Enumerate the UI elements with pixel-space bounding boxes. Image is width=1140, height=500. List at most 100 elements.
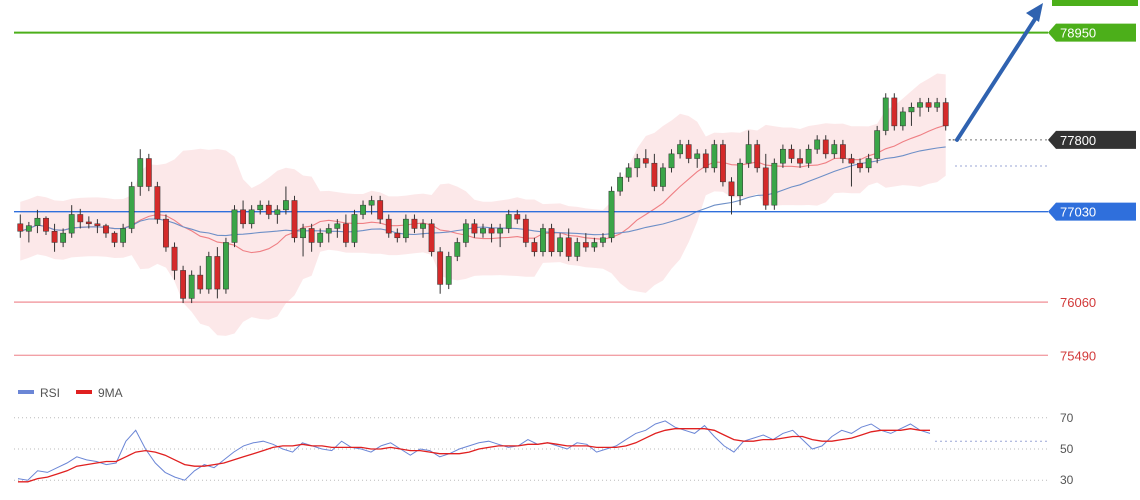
candle-body: [163, 218, 169, 248]
candle-body: [17, 223, 24, 232]
candle: [814, 135, 821, 154]
candle: [351, 209, 358, 248]
candle: [677, 139, 683, 159]
candle-body: [180, 270, 186, 299]
candle: [899, 107, 906, 131]
legend-label-rsi: RSI: [40, 386, 60, 400]
candle: [685, 139, 692, 164]
candle-body: [265, 204, 272, 215]
candle-body: [377, 200, 384, 220]
candle: [565, 228, 572, 262]
candle: [25, 221, 32, 243]
candle: [317, 228, 324, 248]
candle: [891, 93, 898, 131]
candle-body: [908, 106, 915, 113]
candle-body: [214, 256, 221, 290]
candle-body: [899, 111, 906, 127]
candle: [248, 205, 255, 229]
candle: [223, 237, 229, 294]
rsi-legend: RSI 9MA: [18, 386, 123, 400]
candle-body: [942, 102, 949, 127]
legend-swatch-rsi: [18, 390, 34, 394]
candle-body: [720, 144, 726, 183]
candle: [934, 97, 941, 112]
candle: [265, 200, 272, 220]
rsi-ticks: 70 50 30: [1060, 411, 1074, 487]
candle: [557, 233, 564, 257]
candle: [308, 223, 315, 252]
candle-body: [257, 204, 264, 211]
candle-body: [385, 218, 392, 234]
candle-body: [874, 130, 881, 159]
candle: [522, 214, 529, 248]
candle: [103, 223, 109, 238]
candle-body: [857, 162, 863, 169]
candle-body: [797, 158, 803, 164]
candle-body: [677, 144, 683, 155]
candle-body: [300, 228, 306, 239]
candle-body: [283, 200, 289, 211]
candle-body: [882, 97, 889, 131]
candle-body: [171, 246, 178, 271]
candle-body: [137, 158, 144, 187]
candle-body: [205, 256, 212, 290]
candle-body: [128, 186, 135, 229]
candle: [300, 223, 306, 257]
candle-body: [694, 153, 701, 159]
candle-body: [51, 231, 58, 243]
candle: [137, 149, 144, 196]
candle: [822, 135, 829, 159]
candle: [51, 223, 58, 252]
candle-body: [197, 274, 204, 290]
candle-body: [411, 218, 418, 229]
candle: [334, 219, 341, 238]
level-value-76060: 76060: [1060, 295, 1096, 310]
candle: [462, 219, 469, 248]
candle-body: [497, 228, 504, 234]
candle-body: [154, 186, 161, 220]
candle-body: [540, 228, 546, 253]
candle: [445, 251, 452, 290]
candle-body: [917, 102, 923, 108]
candle: [342, 214, 349, 248]
candle-body: [582, 242, 589, 248]
candle: [111, 231, 118, 248]
candle: [548, 223, 555, 257]
candle: [908, 102, 915, 126]
candle: [43, 216, 49, 235]
candle: [360, 200, 366, 220]
candle-body: [831, 144, 838, 155]
candle: [420, 219, 426, 238]
level-label-75490: 75490: [1060, 348, 1096, 363]
candle: [240, 200, 246, 229]
legend-swatch-9ma: [76, 390, 92, 394]
candle: [77, 208, 84, 229]
rsi-panel: 70 50 30 RSI 9MA: [14, 386, 1074, 487]
level-value-77030: 77030: [1060, 205, 1096, 220]
level-tag-78950: [1048, 23, 1136, 42]
level-tag-77800: [1048, 130, 1136, 149]
candle: [85, 216, 92, 229]
candle-body: [702, 153, 709, 169]
candle-body: [668, 153, 675, 169]
candle-body: [428, 223, 435, 253]
candle-body: [925, 102, 932, 108]
candle: [197, 265, 204, 294]
candle: [291, 195, 298, 243]
candle: [925, 97, 932, 112]
candle: [283, 186, 289, 215]
candle: [428, 219, 435, 257]
candle-body: [557, 237, 564, 253]
candle: [625, 163, 632, 182]
candle-body: [94, 223, 101, 226]
candle: [325, 223, 332, 243]
candle: [848, 153, 855, 187]
candle: [17, 214, 24, 238]
candle: [68, 205, 75, 238]
candle-body: [43, 217, 49, 232]
rsi-tick-30: 30: [1060, 473, 1074, 487]
level-value-78950: 78950: [1060, 26, 1096, 41]
candle: [831, 139, 838, 159]
candle: [634, 153, 641, 178]
